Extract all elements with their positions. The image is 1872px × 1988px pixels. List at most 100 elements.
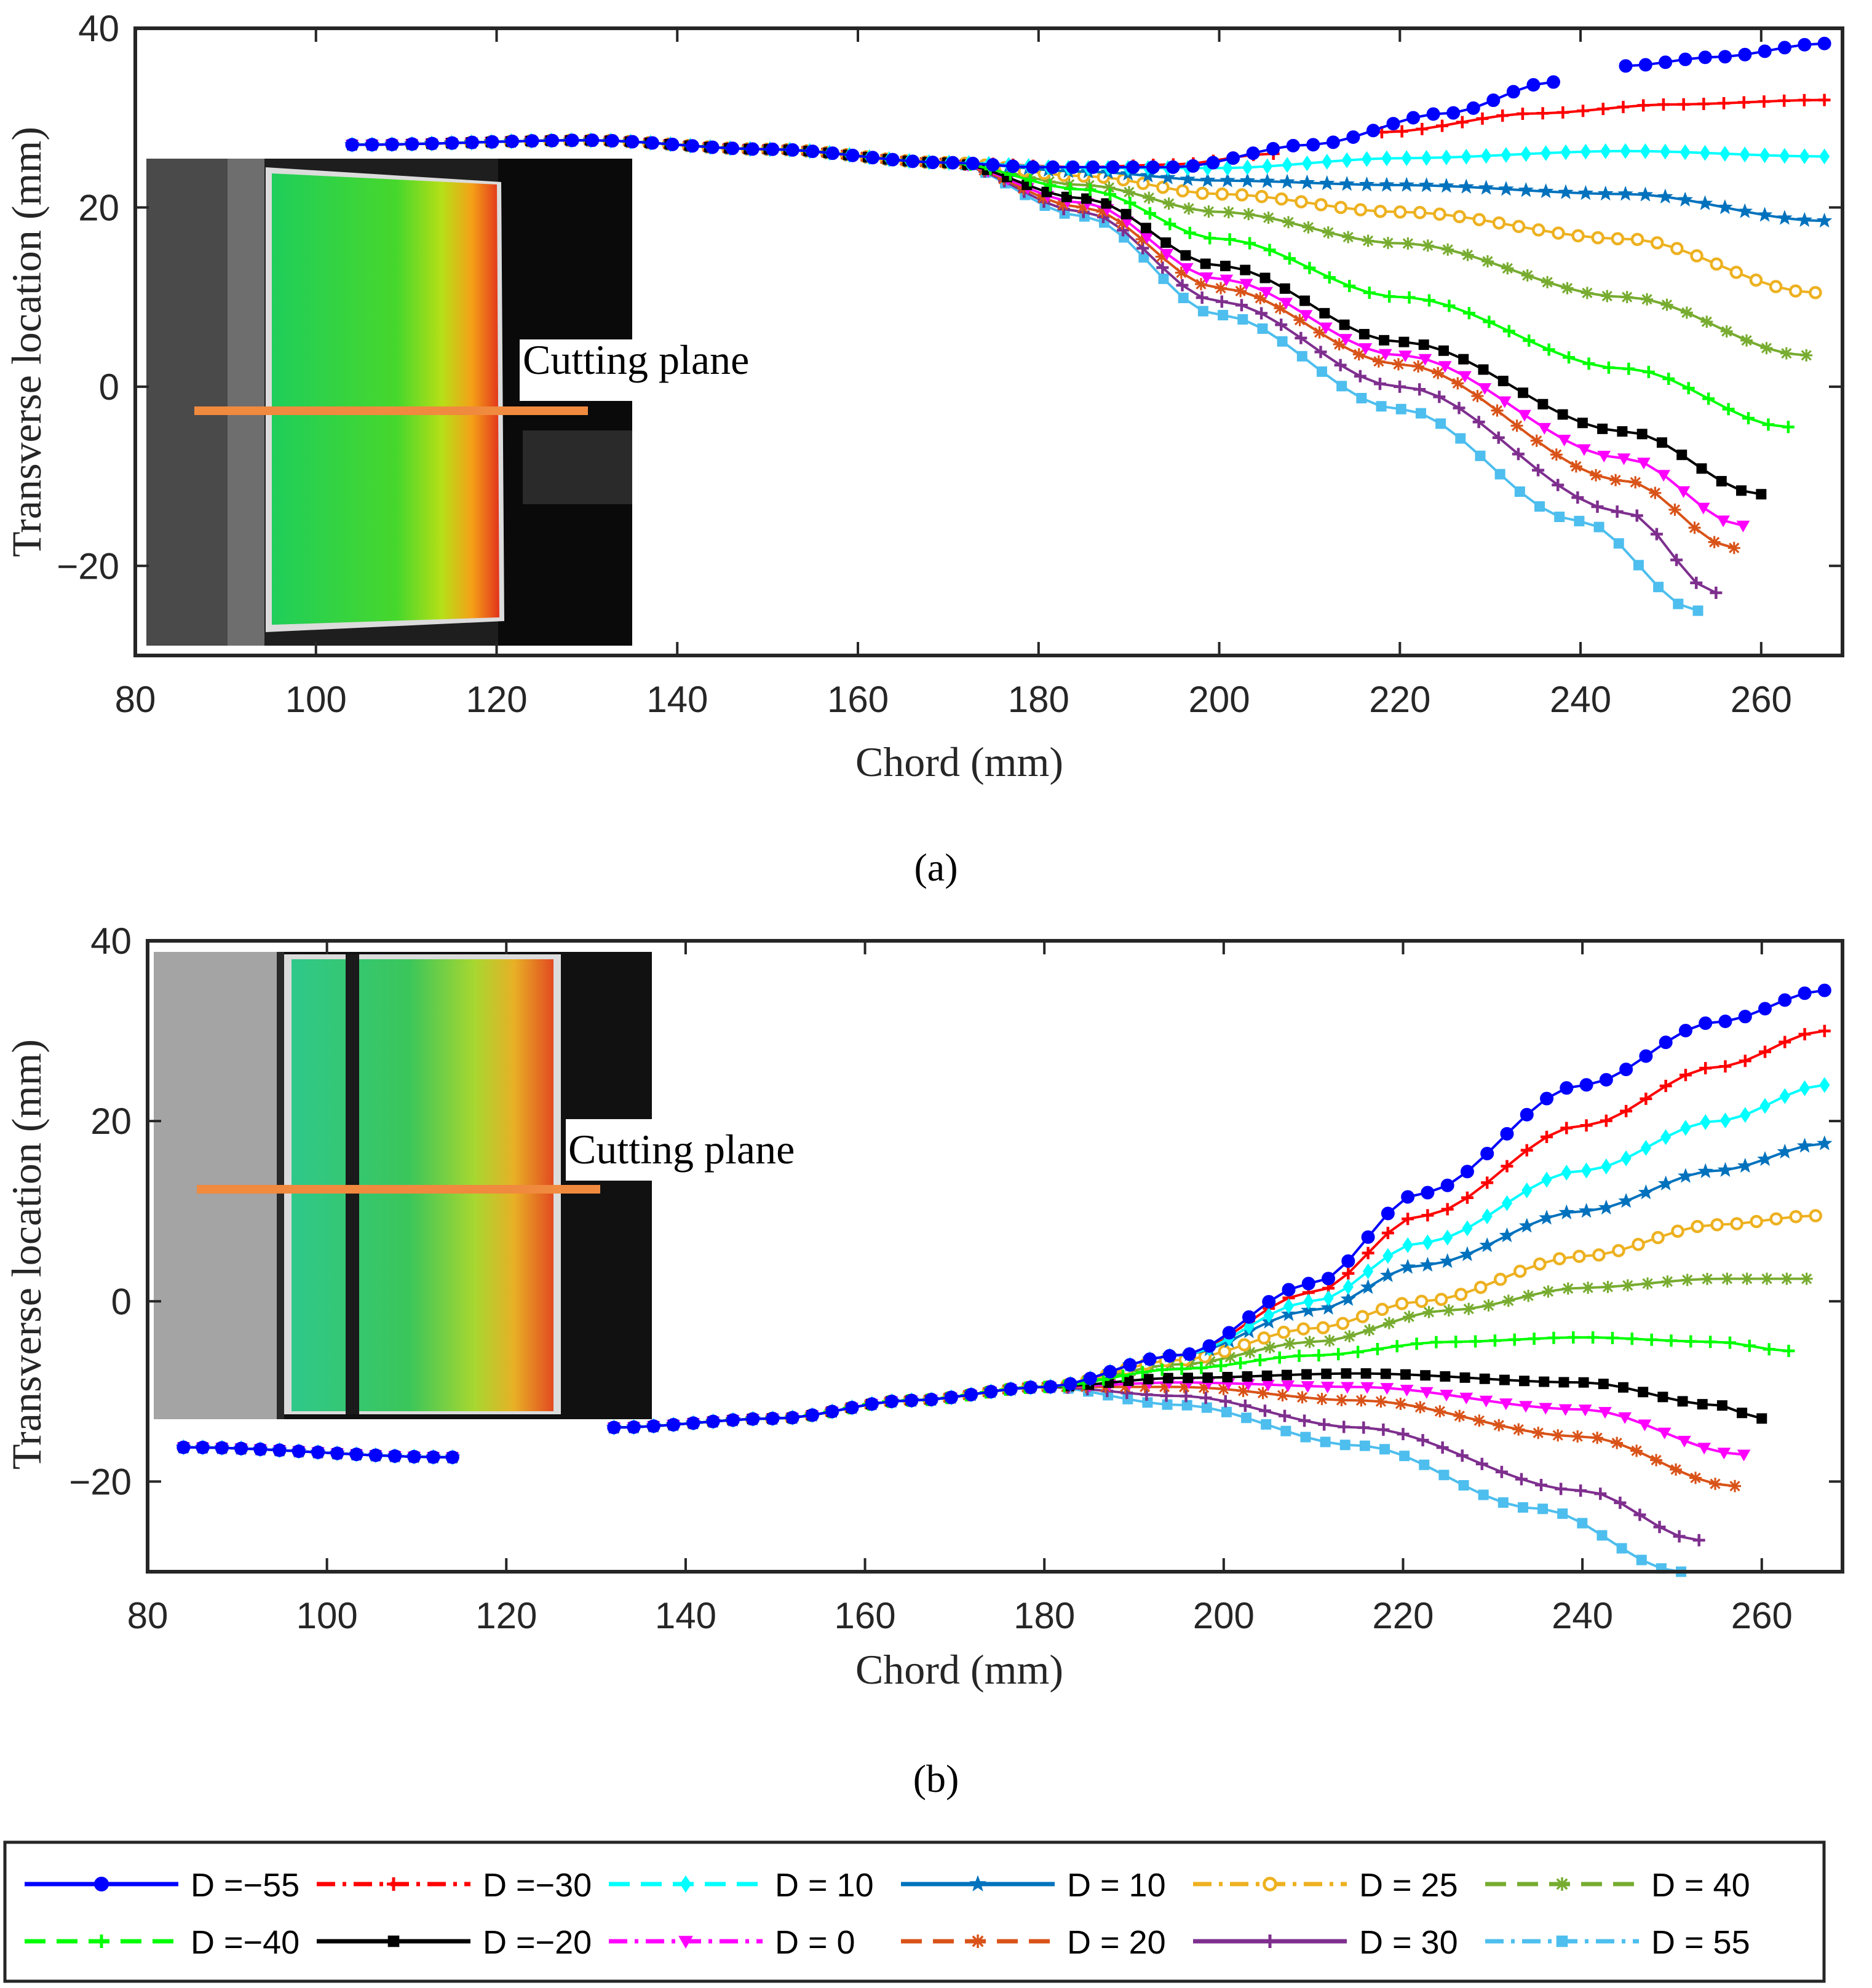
data-point xyxy=(1557,434,1571,446)
data-point xyxy=(1301,1302,1317,1318)
data-point xyxy=(1314,346,1327,358)
data-point xyxy=(1358,328,1370,339)
data-point xyxy=(1716,476,1727,487)
data-point xyxy=(1164,218,1176,231)
data-point xyxy=(1620,291,1633,304)
data-point xyxy=(1354,203,1368,216)
data-point xyxy=(1657,1392,1668,1403)
x-tick-label: 260 xyxy=(1731,1595,1793,1636)
data-point xyxy=(1355,1310,1370,1323)
data-point xyxy=(1475,450,1486,461)
data-point xyxy=(1438,361,1452,373)
data-point xyxy=(1136,176,1150,191)
data-point xyxy=(1540,1091,1554,1106)
data-point xyxy=(1481,1176,1494,1189)
data-point xyxy=(1442,1229,1453,1246)
legend-marker xyxy=(1555,1877,1569,1891)
data-point xyxy=(1611,505,1624,518)
data-point xyxy=(1510,419,1523,432)
data-point xyxy=(1561,1165,1572,1181)
data-point xyxy=(1398,350,1412,363)
data-point xyxy=(1594,1487,1607,1500)
data-point xyxy=(1390,1340,1403,1353)
data-point xyxy=(1676,449,1688,461)
data-point xyxy=(1363,1324,1376,1337)
data-point xyxy=(1577,1518,1588,1529)
data-point xyxy=(1458,354,1469,365)
data-point xyxy=(1602,361,1615,374)
data-point xyxy=(1243,237,1256,250)
legend-box xyxy=(3,1840,1826,1983)
data-point xyxy=(1439,1253,1456,1269)
data-point xyxy=(1677,98,1690,111)
data-point xyxy=(1522,1289,1535,1302)
data-point xyxy=(1558,1404,1573,1416)
legend-marker xyxy=(969,1875,986,1891)
data-point xyxy=(1571,1430,1584,1443)
y-axis-label-a: Transverse location (mm) xyxy=(3,127,50,557)
data-point xyxy=(1515,1473,1528,1486)
x-tick-label: 200 xyxy=(1193,1595,1255,1636)
data-point xyxy=(1558,1377,1569,1388)
data-point xyxy=(1462,1220,1473,1237)
x-tick-label: 80 xyxy=(115,679,156,720)
data-point xyxy=(1438,345,1449,356)
axes-box-b xyxy=(146,939,1844,1574)
data-point xyxy=(1361,1230,1375,1244)
x-axis-label-a: Chord (mm) xyxy=(855,739,1063,785)
data-point xyxy=(1342,231,1355,244)
data-point xyxy=(1440,1178,1454,1192)
data-point xyxy=(1670,1463,1683,1476)
data-point xyxy=(766,1411,780,1425)
data-point xyxy=(1202,1339,1216,1353)
data-point xyxy=(1619,1063,1633,1077)
data-point xyxy=(1502,325,1515,338)
data-point xyxy=(1639,1049,1653,1063)
data-point xyxy=(1620,143,1631,159)
data-point xyxy=(1561,1282,1574,1295)
data-point xyxy=(565,133,579,148)
data-point xyxy=(1472,213,1486,226)
y-tick-label: 0 xyxy=(99,366,119,408)
data-point xyxy=(1756,1413,1767,1424)
data-point xyxy=(1433,207,1446,221)
data-point xyxy=(1717,1162,1734,1177)
data-point xyxy=(1737,1408,1748,1419)
data-point xyxy=(1418,177,1435,192)
data-point xyxy=(1591,501,1604,513)
data-point xyxy=(1283,252,1296,265)
data-point xyxy=(1124,196,1136,209)
data-point xyxy=(1286,138,1300,152)
data-point xyxy=(1155,250,1168,263)
data-point xyxy=(1320,1299,1336,1315)
data-point xyxy=(1136,1366,1149,1379)
data-point xyxy=(1160,169,1176,184)
data-point xyxy=(1103,1364,1117,1379)
data-point xyxy=(1662,373,1675,386)
data-point xyxy=(1539,1403,1553,1415)
data-point xyxy=(1558,1204,1575,1219)
data-point xyxy=(1476,112,1489,125)
data-point xyxy=(605,133,619,148)
panel-b: Cutting plane 80 100 120 140 160 180 200 220 240… xyxy=(3,921,1844,1800)
data-point xyxy=(1557,106,1569,119)
data-point xyxy=(1574,515,1585,526)
data-point xyxy=(1749,273,1763,287)
data-point xyxy=(1341,152,1352,168)
data-point xyxy=(1215,295,1228,308)
data-point xyxy=(1375,1302,1389,1317)
data-point xyxy=(1178,293,1189,304)
data-point xyxy=(1402,1237,1413,1253)
data-point xyxy=(1379,1444,1390,1455)
data-point xyxy=(1597,423,1608,434)
legend-item: D =−40 xyxy=(25,1924,299,1961)
data-point xyxy=(1618,1192,1634,1208)
data-point xyxy=(1591,231,1604,245)
data-point xyxy=(1222,160,1233,176)
data-point xyxy=(1492,216,1506,230)
legend-label: D = 25 xyxy=(1359,1867,1458,1904)
data-point xyxy=(1352,348,1365,361)
data-point xyxy=(1339,319,1350,330)
data-point xyxy=(1617,1382,1628,1393)
data-point xyxy=(1259,272,1271,283)
